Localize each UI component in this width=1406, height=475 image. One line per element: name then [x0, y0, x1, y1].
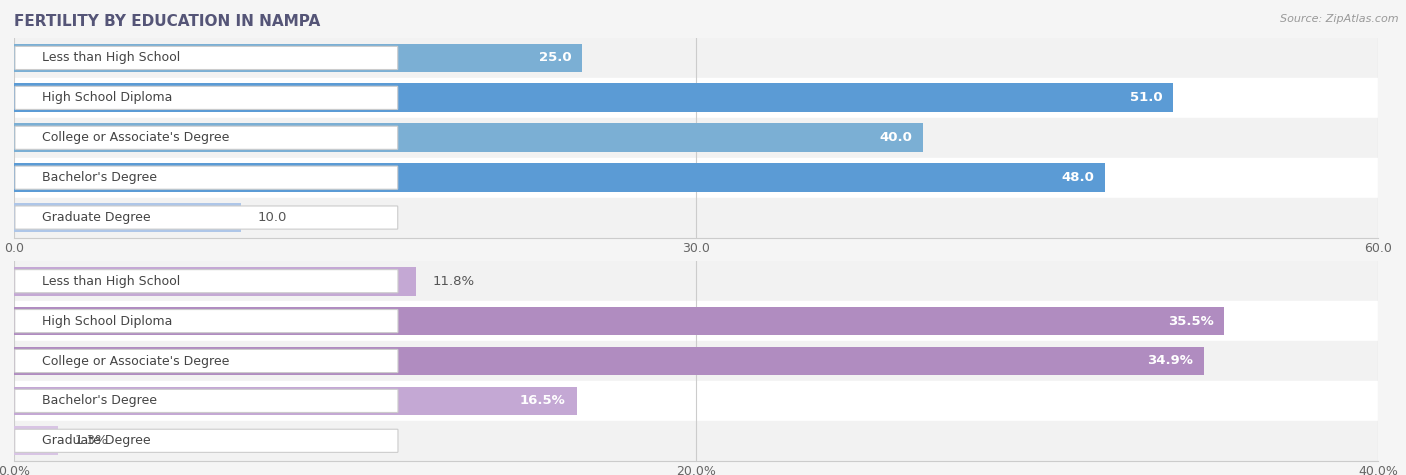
Text: Graduate Degree: Graduate Degree	[42, 434, 150, 447]
FancyBboxPatch shape	[14, 390, 398, 412]
Bar	[14, 118, 1378, 158]
Text: 35.5%: 35.5%	[1168, 314, 1213, 328]
Bar	[14, 307, 1225, 335]
Text: High School Diploma: High School Diploma	[42, 91, 173, 104]
Bar	[14, 44, 582, 72]
Bar	[14, 261, 1378, 301]
Text: Less than High School: Less than High School	[42, 275, 180, 288]
Text: 48.0: 48.0	[1062, 171, 1094, 184]
Bar	[14, 421, 1378, 461]
Bar	[14, 381, 1378, 421]
Bar	[14, 203, 242, 232]
Bar	[14, 84, 1173, 112]
Bar	[14, 78, 1378, 118]
FancyBboxPatch shape	[14, 270, 398, 293]
Text: 34.9%: 34.9%	[1147, 354, 1194, 368]
Text: 40.0: 40.0	[880, 131, 912, 144]
Text: Less than High School: Less than High School	[42, 51, 180, 65]
Bar	[14, 124, 924, 152]
Text: 16.5%: 16.5%	[520, 394, 565, 408]
FancyBboxPatch shape	[14, 429, 398, 452]
Bar	[14, 341, 1378, 381]
Bar	[14, 38, 1378, 78]
Bar	[14, 198, 1378, 238]
Text: High School Diploma: High School Diploma	[42, 314, 173, 328]
Text: College or Associate's Degree: College or Associate's Degree	[42, 131, 229, 144]
FancyBboxPatch shape	[15, 47, 398, 69]
Text: 10.0: 10.0	[257, 211, 287, 224]
FancyBboxPatch shape	[14, 350, 398, 372]
Bar	[14, 158, 1378, 198]
Text: FERTILITY BY EDUCATION IN NAMPA: FERTILITY BY EDUCATION IN NAMPA	[14, 14, 321, 29]
Text: Graduate Degree: Graduate Degree	[42, 211, 150, 224]
Text: 11.8%: 11.8%	[433, 275, 475, 288]
Text: College or Associate's Degree: College or Associate's Degree	[42, 354, 229, 368]
FancyBboxPatch shape	[14, 310, 398, 332]
Text: 1.3%: 1.3%	[75, 434, 108, 447]
Text: Bachelor's Degree: Bachelor's Degree	[42, 171, 157, 184]
Bar	[14, 301, 1378, 341]
Bar	[14, 163, 1105, 192]
Bar	[14, 387, 576, 415]
Text: 25.0: 25.0	[538, 51, 571, 65]
Bar	[14, 347, 1204, 375]
Bar	[14, 427, 59, 455]
FancyBboxPatch shape	[15, 166, 398, 189]
FancyBboxPatch shape	[15, 126, 398, 149]
FancyBboxPatch shape	[15, 206, 398, 229]
Text: 51.0: 51.0	[1130, 91, 1163, 104]
Text: Source: ZipAtlas.com: Source: ZipAtlas.com	[1281, 14, 1399, 24]
Text: Bachelor's Degree: Bachelor's Degree	[42, 394, 157, 408]
Bar	[14, 267, 416, 295]
FancyBboxPatch shape	[15, 86, 398, 109]
